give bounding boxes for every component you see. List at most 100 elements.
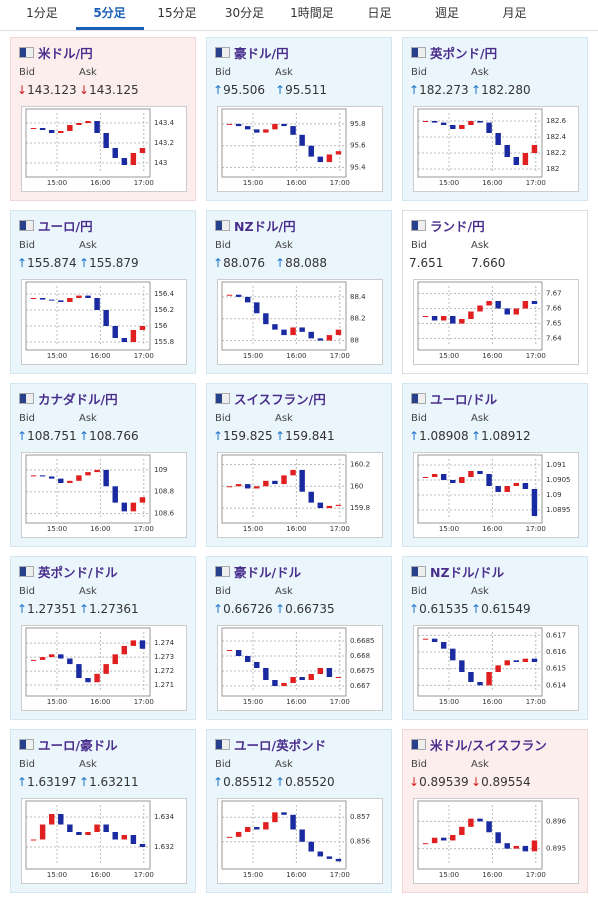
candle (226, 650, 233, 651)
mini-chart: 143.4 143.2 143 15:00 16:00 17:00 (21, 106, 187, 192)
ask-value: ↑1.63211 (79, 775, 139, 789)
candle (290, 814, 296, 830)
x-tick-label: 17:00 (134, 352, 154, 360)
ask-label: Ask (79, 240, 97, 251)
x-tick-label: 16:00 (90, 871, 110, 879)
candle (235, 123, 242, 127)
candle (317, 156, 324, 163)
rate-card[interactable]: カナダドル/円 Bid Ask ↑108.751 ↑108.766 109 108.8 108… (10, 383, 196, 547)
bid-label: Bid (411, 586, 427, 597)
candle (39, 298, 46, 300)
x-tick-label: 17:00 (134, 179, 154, 187)
rate-card[interactable]: ユーロ/豪ドル Bid Ask ↑1.63197 ↑1.63211 1.634 1.632 1… (10, 729, 196, 893)
ask-price: 1.08912 (481, 429, 531, 443)
candle (39, 657, 46, 660)
x-tick-label: 15:00 (47, 179, 67, 187)
ask-value: ↑155.879 (79, 256, 139, 270)
change-arrow: ↑ (17, 775, 28, 789)
bid-value: ↑1.08908 (409, 429, 469, 443)
rate-card[interactable]: 英ポンド/ドル Bid Ask ↑1.27351 ↑1.27361 1.274 1.273 1… (10, 556, 196, 720)
bid-label: Bid (19, 586, 35, 597)
candle (495, 832, 501, 844)
change-arrow: ↑ (17, 429, 28, 443)
x-tick-label: 15:00 (439, 871, 459, 879)
tab[interactable]: 週足 (434, 6, 459, 20)
tab[interactable]: 1分足 (26, 6, 58, 20)
y-tick-label: 156.4 (154, 290, 175, 298)
candle (85, 295, 91, 298)
y-tick-label: 160.2 (350, 460, 370, 468)
candle (299, 677, 305, 680)
candle (130, 640, 137, 646)
bid-price: 7.651 (409, 256, 444, 270)
x-tick-label: 15:00 (243, 871, 263, 879)
tab[interactable]: 日足 (367, 6, 392, 20)
bid-label: Bid (215, 586, 231, 597)
candle (317, 668, 324, 674)
candle (495, 133, 501, 145)
rate-card[interactable]: 英ポンド/円 Bid Ask ↑182.273 ↑182.280 182.6 182.4 18… (402, 37, 588, 201)
x-tick-label: 15:00 (439, 698, 459, 706)
plot-frame (25, 454, 151, 524)
candle (226, 123, 233, 125)
y-tick-label: 95.8 (350, 120, 366, 128)
candle (76, 475, 82, 481)
y-tick-label: 1.0905 (546, 476, 571, 484)
candle (486, 821, 492, 833)
mini-chart: 1.091 1.0905 1.09 1.0895 15:00 16:00 17:00 (413, 452, 579, 538)
flag-icon (215, 739, 230, 750)
candle (48, 130, 55, 133)
tab[interactable]: 月足 (502, 6, 527, 20)
bid-price: 1.63197 (27, 775, 77, 789)
bid-value: ↑0.85512 (213, 775, 273, 789)
candle (290, 327, 296, 336)
y-tick-label: 7.67 (546, 290, 562, 298)
change-arrow: ↑ (213, 429, 224, 443)
rate-card[interactable]: ユーロ/円 Bid Ask ↑155.874 ↑155.879 156.4 156.2 156… (10, 210, 196, 374)
bid-value: ↑1.63197 (17, 775, 77, 789)
rate-card[interactable]: NZドル/ドル Bid Ask ↑0.61535 ↑0.61549 0.617 0.616 0… (402, 556, 588, 720)
rate-card[interactable]: NZドル/円 Bid Ask ↑88.076 ↑88.088 88.4 88.2 88 15:0… (206, 210, 392, 374)
rate-card[interactable]: ユーロ/ドル Bid Ask ↑1.08908 ↑1.08912 1.091 1.0905 1… (402, 383, 588, 547)
y-tick-label: 0.617 (546, 631, 566, 639)
candle (94, 824, 100, 832)
candle (58, 478, 64, 483)
rate-card[interactable]: スイスフラン/円 Bid Ask ↑159.825 ↑159.841 160.2 160 15… (206, 383, 392, 547)
tab[interactable]: 1時間足 (290, 6, 334, 20)
rate-card[interactable]: 豪ドル/ドル Bid Ask ↑0.66726 ↑0.66735 0.6685 0.668 0… (206, 556, 392, 720)
candle (290, 126, 296, 135)
bid-price: 108.751 (27, 429, 77, 443)
pair-name: カナダドル/円 (38, 392, 118, 407)
tab[interactable]: 5分足 (75, 0, 144, 30)
rate-card[interactable]: 豪ドル/円 Bid Ask ↑95.506 ↑95.511 95.8 95.6 95.4 15:… (206, 37, 392, 201)
rate-card[interactable]: ランド/円 Bid Ask 7.651 7.660 7.67 7.66 7.65 7.64 15:… (402, 210, 588, 374)
x-tick-label: 15:00 (47, 698, 67, 706)
y-tick-label: 0.616 (546, 648, 567, 656)
candle (468, 818, 474, 827)
plot-frame (25, 800, 151, 870)
y-tick-label: 1.271 (154, 681, 174, 689)
x-tick-label: 16:00 (286, 179, 306, 187)
candle (244, 656, 251, 662)
pair-name: ユーロ/ドル (430, 392, 498, 407)
tab[interactable]: 15分足 (157, 6, 197, 20)
candle (450, 480, 456, 483)
candle (235, 484, 242, 487)
ask-label: Ask (275, 413, 293, 424)
candle (76, 664, 82, 679)
tab[interactable]: 30分足 (224, 6, 265, 20)
y-tick-label: 0.615 (546, 665, 566, 673)
rate-card[interactable]: ユーロ/英ポンド Bid Ask ↑0.85512 ↑0.85520 0.857 0.856… (206, 729, 392, 893)
plot-frame (417, 800, 543, 870)
x-tick-label: 17:00 (526, 525, 546, 533)
candle (308, 491, 314, 503)
rate-card[interactable]: 米ドル/円 Bid Ask ↓143.123 ↓143.125 143.4 143.2 143… (10, 37, 196, 201)
candle (513, 308, 520, 315)
candle (139, 497, 146, 503)
y-tick-label: 182.2 (546, 149, 566, 157)
candle (422, 316, 429, 317)
ask-label: Ask (275, 240, 293, 251)
rate-card[interactable]: 米ドル/スイスフラン Bid Ask ↓0.89539 ↓0.89554 0.896 0.8… (402, 729, 588, 893)
bid-label: Bid (411, 759, 427, 770)
change-arrow: ↓ (471, 775, 482, 789)
